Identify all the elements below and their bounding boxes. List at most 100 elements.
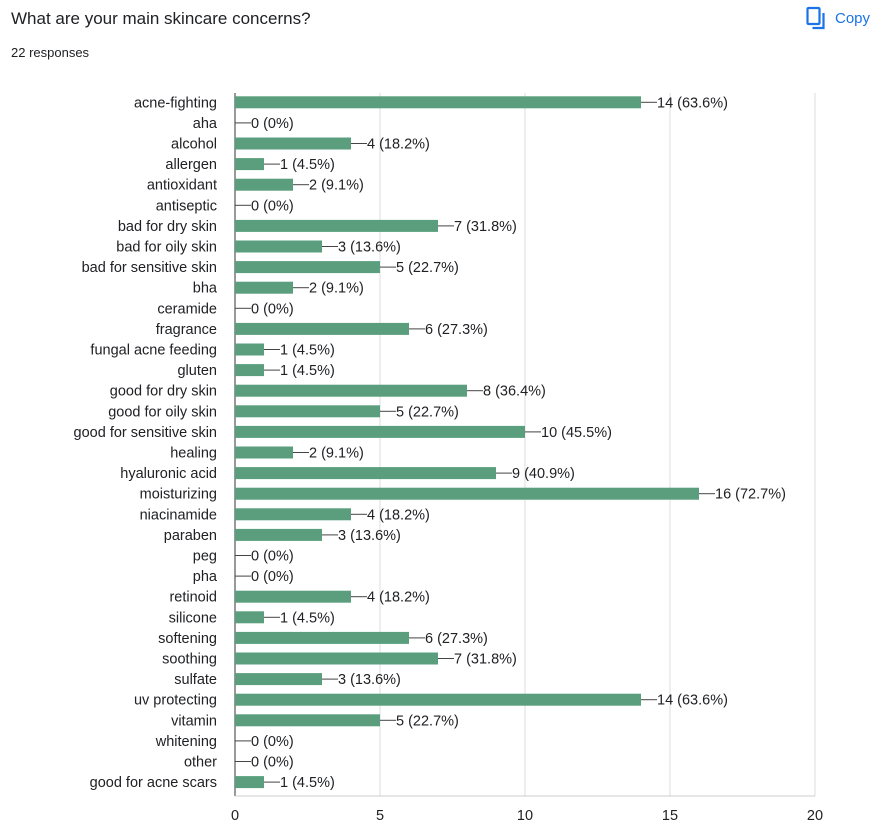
copy-button[interactable]: Copy — [805, 4, 870, 32]
bar — [235, 322, 409, 335]
data-label: 9 (40.9%) — [512, 466, 575, 482]
category-label: moisturizing — [140, 487, 217, 503]
bar — [235, 652, 438, 665]
category-label: good for sensitive skin — [74, 425, 217, 441]
bar — [235, 405, 380, 418]
data-label: 6 (27.3%) — [425, 631, 488, 647]
data-label: 1 (4.5%) — [280, 610, 335, 626]
bar — [235, 508, 351, 521]
category-label: good for dry skin — [110, 384, 217, 400]
bar — [235, 158, 264, 171]
bar — [235, 364, 264, 377]
data-label: 0 (0%) — [251, 755, 294, 771]
data-label: 4 (18.2%) — [367, 507, 430, 523]
category-label: aha — [193, 116, 218, 132]
bar — [235, 446, 293, 459]
data-label: 10 (45.5%) — [541, 425, 612, 441]
data-label: 7 (31.8%) — [454, 652, 517, 668]
data-label: 0 (0%) — [251, 569, 294, 585]
category-label: soothing — [162, 652, 217, 668]
category-label: hyaluronic acid — [120, 466, 217, 482]
category-label: antioxidant — [147, 178, 217, 194]
data-label: 6 (27.3%) — [425, 322, 488, 338]
bar — [235, 631, 409, 644]
question-title: What are your main skincare concerns? — [11, 9, 311, 28]
category-label: niacinamide — [140, 507, 217, 523]
data-label: 0 (0%) — [251, 198, 294, 214]
x-tick-label: 5 — [376, 808, 384, 824]
category-label: bad for dry skin — [118, 219, 217, 235]
category-label: pha — [193, 569, 218, 585]
data-label: 0 (0%) — [251, 116, 294, 132]
x-tick-label: 15 — [662, 808, 678, 824]
category-label: softening — [158, 631, 217, 647]
category-label: fungal acne feeding — [90, 343, 217, 359]
data-label: 1 (4.5%) — [280, 775, 335, 791]
category-label: acne-fighting — [134, 95, 217, 111]
category-label: paraben — [164, 528, 217, 544]
bar — [235, 776, 264, 789]
bar — [235, 590, 351, 603]
data-label: 1 (4.5%) — [280, 343, 335, 359]
data-label: 3 (13.6%) — [338, 528, 401, 544]
bar — [235, 240, 322, 253]
category-label: fragrance — [156, 322, 217, 338]
bar — [235, 261, 380, 274]
bar — [235, 467, 496, 480]
bar — [235, 487, 699, 500]
data-label: 0 (0%) — [251, 301, 294, 317]
copy-icon — [806, 6, 825, 30]
bar — [235, 528, 322, 541]
data-label: 2 (9.1%) — [309, 178, 364, 194]
bar — [235, 178, 293, 191]
bar — [235, 673, 322, 686]
x-tick-label: 10 — [517, 808, 533, 824]
data-label: 0 (0%) — [251, 734, 294, 750]
bar — [235, 384, 467, 397]
bar — [235, 219, 438, 232]
bar — [235, 425, 525, 438]
data-label: 3 (13.6%) — [338, 672, 401, 688]
data-label: 7 (31.8%) — [454, 219, 517, 235]
bar — [235, 96, 641, 109]
category-label: good for acne scars — [90, 775, 217, 791]
x-tick-label: 20 — [807, 808, 823, 824]
category-label: bad for oily skin — [116, 240, 217, 256]
bar — [235, 137, 351, 150]
category-label: ceramide — [157, 301, 217, 317]
category-label: retinoid — [169, 590, 217, 606]
x-tick-label: 0 — [231, 808, 239, 824]
data-label: 5 (22.7%) — [396, 404, 459, 420]
data-label: 1 (4.5%) — [280, 363, 335, 379]
bar — [235, 281, 293, 294]
data-label: 16 (72.7%) — [715, 487, 786, 503]
category-label: healing — [170, 446, 217, 462]
category-label: silicone — [169, 610, 217, 626]
category-label: alcohol — [171, 137, 217, 153]
category-label: uv protecting — [134, 693, 217, 709]
data-label: 14 (63.6%) — [657, 95, 728, 111]
data-label: 14 (63.6%) — [657, 693, 728, 709]
data-label: 2 (9.1%) — [309, 281, 364, 297]
bar — [235, 714, 380, 727]
data-label: 8 (36.4%) — [483, 384, 546, 400]
category-label: vitamin — [171, 713, 217, 729]
category-label: other — [184, 755, 217, 771]
category-label: good for oily skin — [108, 404, 217, 420]
data-label: 5 (22.7%) — [396, 260, 459, 276]
bar — [235, 343, 264, 356]
category-label: whitening — [155, 734, 217, 750]
category-label: bad for sensitive skin — [82, 260, 217, 276]
category-label: allergen — [165, 157, 217, 173]
category-label: sulfate — [174, 672, 217, 688]
data-label: 4 (18.2%) — [367, 137, 430, 153]
bar — [235, 611, 264, 624]
category-label: gluten — [177, 363, 217, 379]
category-label: antiseptic — [156, 198, 217, 214]
data-label: 0 (0%) — [251, 549, 294, 565]
data-label: 1 (4.5%) — [280, 157, 335, 173]
category-label: bha — [193, 281, 218, 297]
data-label: 3 (13.6%) — [338, 240, 401, 256]
bar — [235, 693, 641, 706]
